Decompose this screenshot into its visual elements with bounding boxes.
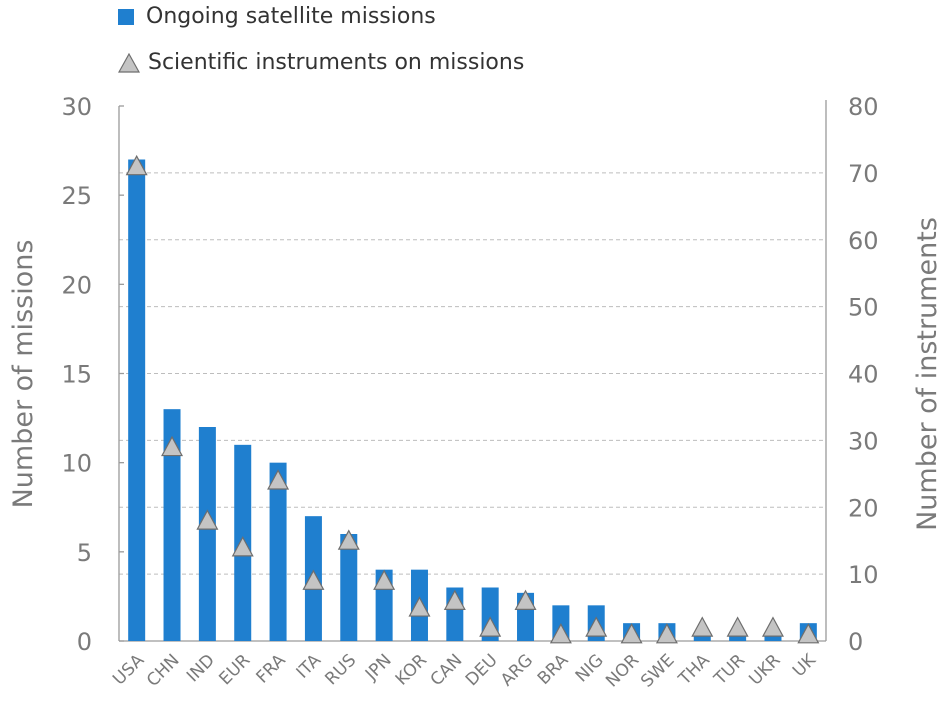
instrument-marker-chn	[161, 435, 184, 457]
bar-tur	[729, 635, 747, 641]
left-tick-label: 0	[77, 628, 92, 656]
category-label: DEU	[462, 650, 502, 690]
category-label: NIG	[572, 650, 608, 686]
left-tick-label: 5	[77, 539, 92, 567]
instrument-marker-can	[443, 589, 466, 610]
category-label: ITA	[293, 650, 326, 683]
category-label: UKR	[745, 650, 784, 689]
instrument-marker-arg	[514, 589, 537, 610]
right-tick-label: 20	[848, 494, 879, 522]
right-tick-label: 0	[848, 628, 863, 656]
right-tick-label: 30	[848, 427, 879, 455]
bar-rus	[340, 534, 358, 641]
right-tick-label: 40	[848, 361, 879, 389]
instrument-marker-tur	[726, 616, 749, 637]
category-label: CAN	[427, 650, 467, 690]
instrument-marker-fra	[267, 469, 290, 490]
legend-instruments: Scientific instruments on missions	[118, 50, 524, 75]
instrument-marker-nig	[585, 616, 608, 637]
right-tick-label: 60	[848, 227, 879, 255]
legend-missions-label: Ongoing satellite missions	[146, 4, 436, 29]
instrument-marker-usa	[125, 154, 148, 176]
instrument-marker-ind	[196, 509, 219, 530]
left-tick-label: 25	[61, 182, 92, 210]
instrument-marker-swe	[655, 623, 678, 644]
y-axis-title: Number of missions	[8, 240, 39, 509]
instrument-marker-uk	[797, 623, 820, 644]
category-label: RUS	[321, 650, 360, 689]
category-label: EUR	[215, 650, 254, 689]
instrument-marker-nor	[620, 623, 643, 644]
category-label: CHN	[143, 650, 184, 691]
category-label: UK	[789, 650, 820, 681]
triangle-marker-icon	[118, 52, 140, 73]
instrument-marker-bra	[549, 623, 572, 644]
category-label: TUR	[710, 650, 749, 689]
category-label: KOR	[392, 650, 431, 689]
left-tick-label: 10	[61, 450, 92, 478]
right-tick-label: 50	[848, 294, 879, 322]
bar-tha	[693, 635, 711, 641]
instrument-marker-tha	[691, 616, 714, 637]
instrument-marker-rus	[337, 529, 360, 550]
instrument-marker-ita	[302, 569, 325, 590]
category-label: THA	[674, 650, 714, 690]
bar-ind	[198, 427, 216, 641]
left-tick-label: 30	[61, 93, 92, 121]
instrument-marker-eur	[231, 536, 254, 557]
category-label: FRA	[252, 650, 289, 687]
right-tick-label: 10	[848, 561, 879, 589]
category-label: NOR	[602, 650, 643, 691]
category-label: BRA	[534, 650, 573, 689]
instrument-marker-deu	[479, 616, 502, 637]
legend-missions: Ongoing satellite missions	[118, 4, 436, 29]
right-tick-label: 80	[848, 93, 879, 121]
bar-chn	[163, 409, 181, 641]
left-tick-label: 20	[61, 271, 92, 299]
instrument-marker-jpn	[373, 569, 396, 590]
category-label: USA	[109, 650, 148, 689]
right-tick-label: 70	[848, 160, 879, 188]
bar-ukr	[764, 635, 782, 641]
category-label: IND	[183, 650, 219, 686]
bar-fra	[269, 462, 287, 641]
y2-axis-title: Number of instruments	[912, 217, 943, 531]
category-label: SWE	[637, 650, 678, 691]
legend-instruments-label: Scientific instruments on missions	[148, 50, 525, 75]
instrument-marker-kor	[408, 596, 431, 617]
category-label: ARG	[497, 650, 537, 690]
category-label: JPN	[361, 650, 396, 685]
bar-usa	[128, 159, 146, 641]
missions-swatch-icon	[118, 8, 134, 25]
left-tick-label: 15	[61, 361, 92, 389]
instrument-marker-ukr	[761, 616, 784, 637]
